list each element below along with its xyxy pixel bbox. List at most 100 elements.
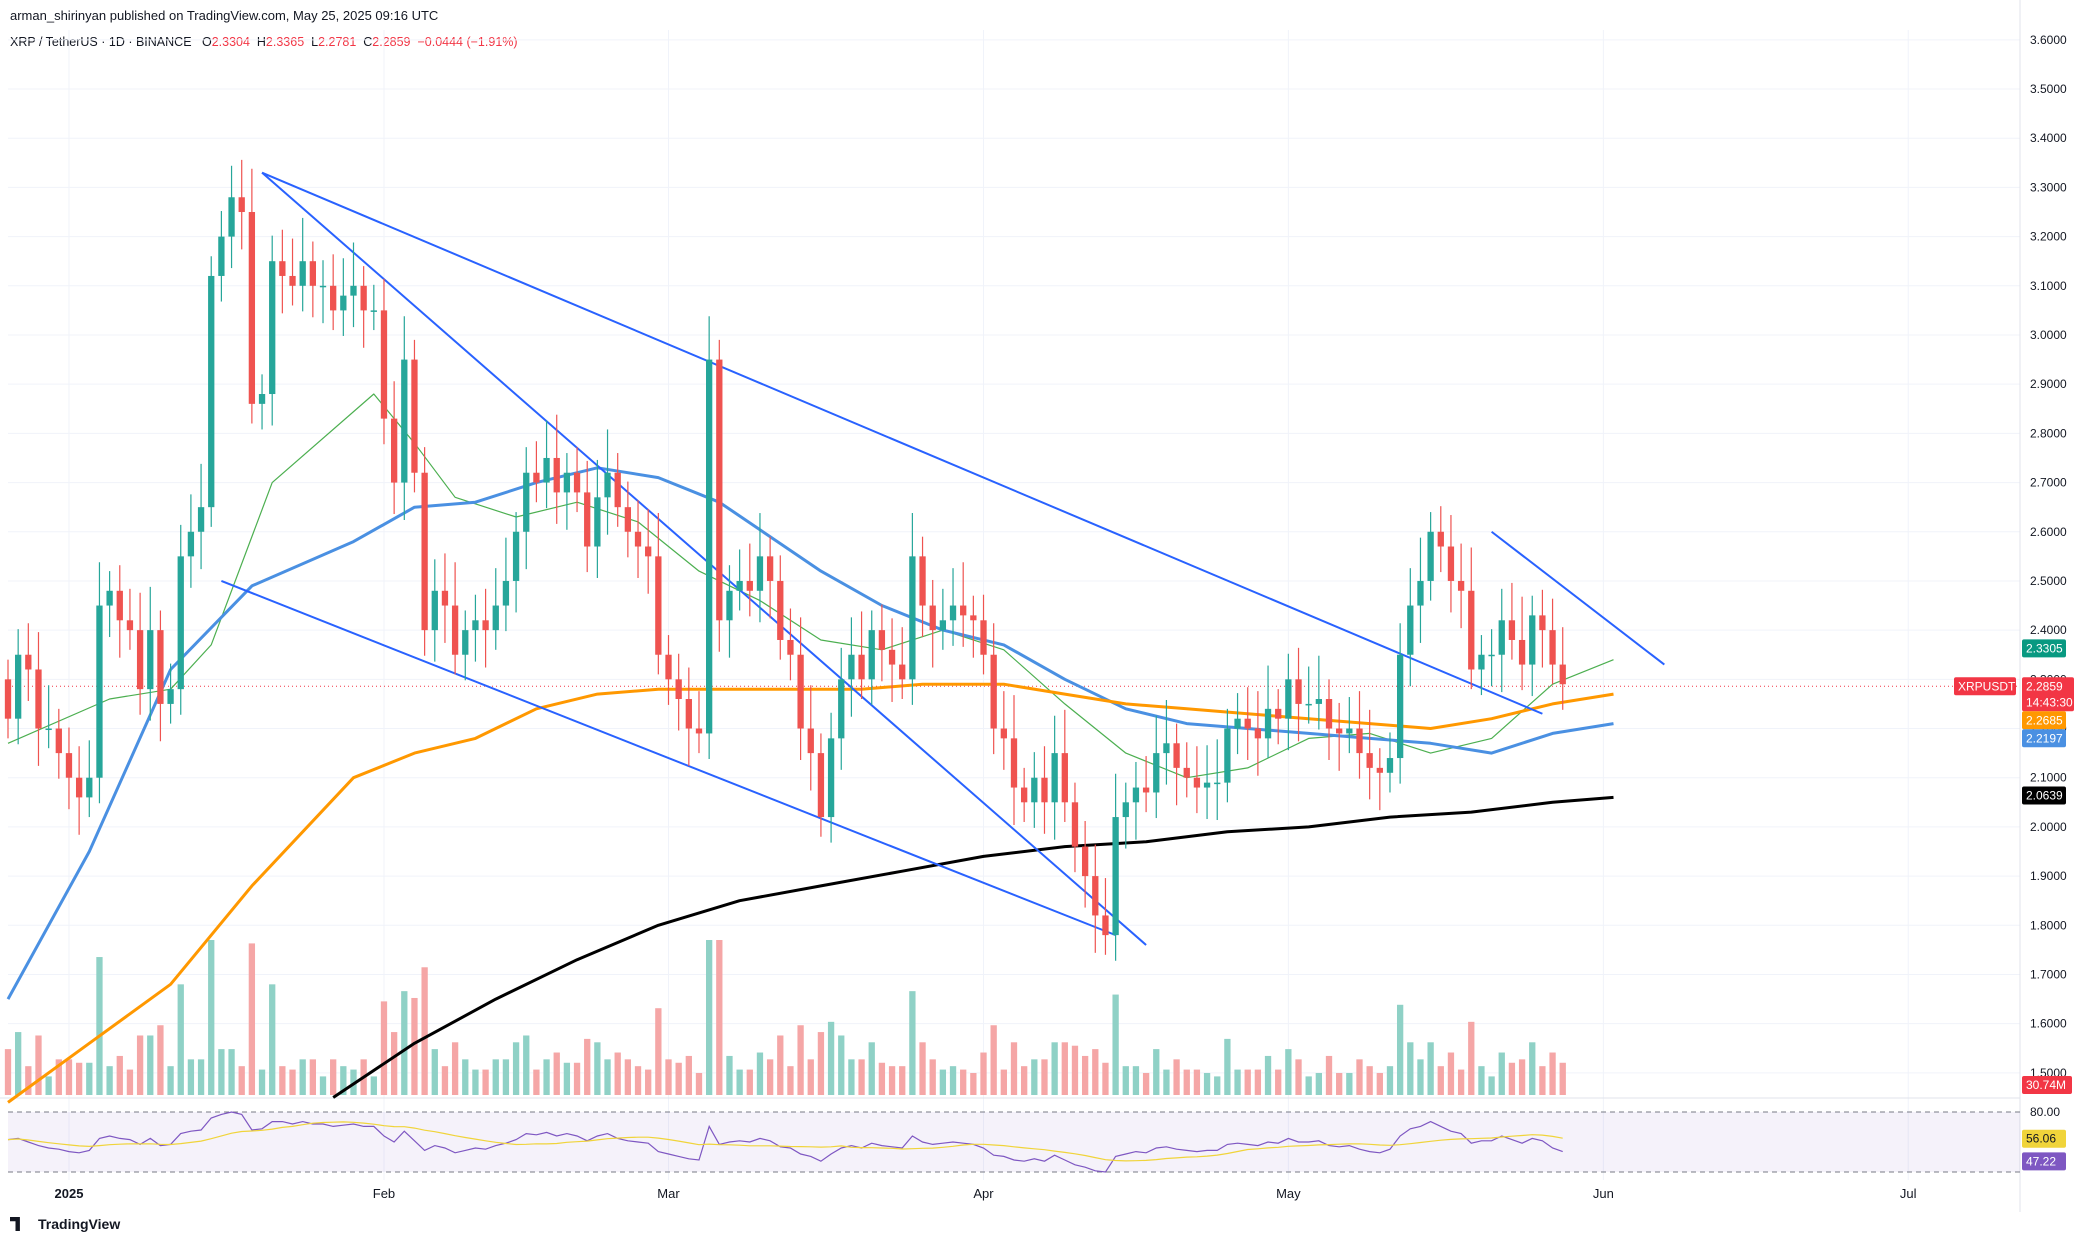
time-axis[interactable]: 2025 Feb Mar Apr May Jun Jul	[55, 1186, 1917, 1201]
volume-bar	[1122, 1066, 1129, 1095]
volume-bar	[584, 1038, 591, 1095]
volume-bar	[431, 1049, 438, 1095]
candle-body	[299, 261, 306, 286]
price-tick-label: 1.6000	[2030, 1017, 2067, 1031]
open-value: 2.3304	[211, 35, 250, 49]
candle-body	[990, 654, 997, 729]
volume-bar	[1041, 1059, 1048, 1095]
volume-bar	[1539, 1066, 1546, 1095]
candle-body	[1478, 654, 1485, 670]
rsi-value-label-bg	[2022, 1152, 2066, 1171]
candle-body	[35, 669, 42, 729]
candle-body	[777, 580, 784, 640]
volume-bar	[1498, 1052, 1505, 1095]
candle-body	[1112, 817, 1119, 936]
candle-body	[65, 753, 73, 778]
candle-body	[919, 556, 926, 606]
volume-bar	[695, 1072, 703, 1095]
price-label-orange-bg	[2022, 711, 2066, 730]
volume-bar	[147, 1035, 154, 1095]
volume-bar	[248, 943, 256, 1095]
volume-bar	[390, 1032, 398, 1095]
volume-bar	[645, 1069, 652, 1095]
price-tick-label: 3.3000	[2030, 180, 2067, 194]
candle-body	[25, 654, 32, 670]
volume-bar	[1427, 1042, 1434, 1095]
volume-bar	[1518, 1059, 1526, 1095]
volume-bar	[25, 1066, 32, 1095]
candle-body	[1518, 639, 1526, 665]
candle-body	[858, 654, 865, 680]
candle-body	[1427, 531, 1434, 581]
volume-bar	[807, 1059, 814, 1095]
candle-body	[1498, 620, 1505, 655]
candle-body	[756, 556, 764, 591]
candle-body	[1285, 679, 1292, 719]
rsi-band	[8, 1112, 2020, 1172]
volume-bar	[706, 940, 713, 1095]
volume-bar	[1102, 1062, 1109, 1095]
volume-bar	[929, 1059, 936, 1095]
time-tick-label: Apr	[973, 1186, 994, 1201]
volume-bar	[1051, 1042, 1058, 1095]
volume-bar	[1305, 1076, 1312, 1095]
volume-bar	[228, 1049, 235, 1095]
candle-body	[1346, 728, 1353, 734]
candle-body	[1437, 531, 1444, 547]
volume-bar	[1529, 1042, 1536, 1095]
price-tick-label: 2.0000	[2030, 820, 2067, 834]
candle-body	[645, 546, 652, 557]
rsi-value-label: 47.22	[2026, 1154, 2056, 1168]
volume-label: 30.74M	[2026, 1078, 2066, 1092]
rsi-ma-label: 56.06	[2026, 1132, 2056, 1146]
volume-bar	[451, 1042, 459, 1095]
volume-bar	[319, 1076, 327, 1095]
price-tick-label: 2.5000	[2030, 574, 2067, 588]
price-tick-label: 2.7000	[2030, 476, 2067, 490]
close-label: C	[363, 35, 373, 49]
volume-bar	[1447, 1052, 1455, 1095]
symbol-label[interactable]: XRP / TetherUS · 1D · BINANCE	[10, 35, 192, 49]
candle-body	[573, 472, 581, 493]
volume-bar	[1275, 1069, 1282, 1095]
volume-bar	[990, 1025, 997, 1095]
candle-body	[55, 728, 62, 754]
price-axis[interactable]: 3.6000 3.5000 3.4000 3.3000 3.2000 3.1000 3.00…	[2030, 33, 2067, 1167]
tradingview-logo[interactable]: TradingView	[10, 1216, 120, 1232]
candle-body	[319, 285, 327, 288]
candle-body	[238, 197, 245, 213]
candle-body	[4, 679, 12, 719]
candle-body	[472, 620, 479, 631]
volume-bar	[116, 1055, 123, 1095]
close-value: 2.2859	[372, 35, 411, 49]
trendline	[261, 171, 1147, 946]
volume-bar	[512, 1042, 520, 1095]
candle-body	[1092, 876, 1099, 916]
price-tick-label: 1.8000	[2030, 918, 2067, 932]
volume-bar	[106, 1066, 113, 1095]
candle-body	[848, 654, 855, 680]
volume-bar	[401, 991, 408, 1095]
price-label-orange: 2.2685	[2026, 713, 2063, 727]
candle-body	[970, 615, 977, 621]
volume-bar	[441, 1066, 449, 1095]
volume-bar	[380, 1001, 388, 1095]
volume-bar	[472, 1069, 479, 1095]
volume-bar	[726, 1055, 733, 1095]
candle-body	[1051, 753, 1058, 803]
price-tick-label: 3.1000	[2030, 279, 2067, 293]
price-tick-label: 3.2000	[2030, 230, 2067, 244]
candles[interactable]	[4, 159, 1566, 961]
volume-bar	[624, 1059, 632, 1095]
candle-body	[421, 472, 428, 631]
candle-body	[878, 630, 886, 650]
candle-body	[157, 630, 164, 704]
time-tick-label: Jul	[1900, 1186, 1917, 1201]
volume-bar	[766, 1059, 774, 1095]
volume-bar	[939, 1069, 947, 1095]
volume-bar	[1112, 994, 1119, 1095]
candle-body	[1417, 580, 1424, 606]
volume-bar	[197, 1059, 205, 1095]
volume-bar	[157, 1025, 164, 1095]
